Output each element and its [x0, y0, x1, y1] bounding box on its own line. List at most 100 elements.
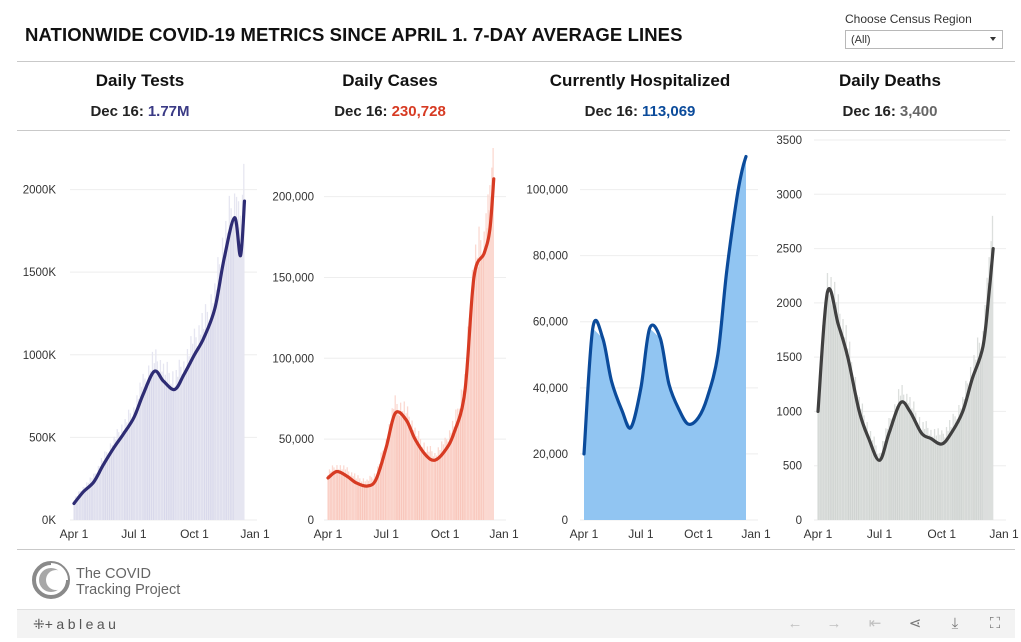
cases-x-tick-label: Jan 1: [489, 527, 519, 541]
cases-y-tick-label: 0: [308, 515, 314, 527]
cases-data-point: [492, 177, 495, 181]
fullscreen-icon: ⛶: [989, 615, 1001, 632]
hosp-data-point: [601, 337, 604, 340]
hosp-data-point: [639, 386, 643, 390]
undo-button[interactable]: ←: [784, 613, 806, 635]
deaths-panel-value: Dec 16: 3,400: [775, 103, 1005, 120]
tests-y-tick-label: 500K: [29, 432, 56, 444]
tests-data-point: [72, 502, 76, 505]
hosp-data-point: [659, 337, 662, 340]
hosp-data-point: [667, 383, 671, 386]
tableau-logo[interactable]: ⁜+ableau: [33, 616, 119, 633]
cases-data-point: [404, 418, 408, 421]
redo-icon: →: [826, 615, 842, 632]
hosp-latest-value: 113,069: [641, 103, 696, 120]
cases-data-point: [374, 478, 378, 481]
cases-y-tick-label: 50,000: [279, 434, 314, 446]
tests-y-tick-label: 1500K: [23, 267, 57, 279]
page-title: NATIONWIDE COVID-19 METRICS SINCE APRIL …: [25, 24, 683, 45]
cases-y-tick-label: 200,000: [272, 192, 314, 204]
hosp-data-point: [735, 198, 738, 201]
tests-data-point: [182, 373, 186, 376]
cases-x-tick-label: Oct 1: [431, 527, 460, 541]
tableau-wordmark: +ableau: [44, 616, 120, 632]
revert-button[interactable]: ⇤: [864, 613, 886, 635]
tests-panel-value: Dec 16: 1.77M: [25, 103, 255, 120]
deaths-data-point: [950, 431, 953, 435]
deaths-data-point: [887, 431, 891, 435]
cases-x-tick-label: Apr 1: [314, 527, 343, 541]
hosp-panel-value: Dec 16: 113,069: [525, 103, 755, 120]
region-filter-label: Choose Census Region: [845, 12, 972, 26]
hosp-area: [584, 156, 746, 521]
cases-data-point: [413, 437, 417, 441]
cases-data-point: [346, 475, 349, 478]
kpi-divider: [17, 130, 1010, 131]
tests-panel-title: Daily Tests: [95, 71, 185, 90]
hosp-data-point: [678, 409, 681, 413]
cases-data-point: [488, 227, 492, 231]
tests-data-point: [92, 480, 95, 484]
tests-y-tick-label: 0K: [42, 515, 56, 527]
hosp-data-point: [610, 380, 613, 383]
cases-panel-title: Daily Cases: [342, 71, 438, 90]
tests-data-point: [153, 370, 156, 373]
tableau-toolbar: ⁜+ableau ← → ⇤ ⋖ ⤓ ⛶: [17, 609, 1015, 638]
tests-data-point: [122, 432, 125, 436]
cases-data-point: [433, 458, 437, 462]
region-filter-value: (All): [851, 34, 871, 46]
tests-data-point: [243, 199, 246, 203]
deaths-data-point: [971, 377, 974, 381]
header-divider: [17, 61, 1015, 62]
hosp-data-point: [687, 422, 690, 426]
fullscreen-button[interactable]: ⛶: [984, 613, 1006, 635]
cases-data-point: [424, 454, 428, 457]
deaths-x-tick-label: Jul 1: [867, 527, 893, 541]
deaths-data-point: [929, 437, 933, 440]
covid-tracking-project-logo[interactable]: The COVID Tracking Project: [30, 558, 200, 604]
cases-data-point: [394, 412, 397, 415]
download-button[interactable]: ⤓: [944, 613, 966, 635]
deaths-data-point: [846, 355, 849, 359]
redo-button[interactable]: →: [823, 613, 845, 635]
region-filter-select[interactable]: (All): [845, 30, 1003, 49]
share-button[interactable]: ⋖: [904, 613, 926, 635]
deaths-data-point: [940, 442, 943, 446]
tableau-plus-icon: ⁜: [33, 616, 45, 632]
deaths-y-tick-label: 1000: [776, 406, 802, 418]
hosp-data-point: [697, 416, 700, 419]
tests-data-point: [132, 416, 136, 419]
deaths-x-tick-label: Jan 1: [989, 527, 1019, 541]
logo-text: The COVID Tracking Project: [76, 566, 180, 598]
cases-data-point: [335, 470, 339, 473]
hosp-x-tick-label: Jan 1: [741, 527, 771, 541]
deaths-data-point: [899, 401, 902, 404]
hosp-data-point: [725, 270, 728, 274]
hosp-date-label: Dec 16:: [584, 103, 638, 120]
cases-data-point: [443, 449, 447, 452]
tests-data-point: [213, 307, 217, 310]
deaths-y-tick-label: 3500: [776, 135, 802, 147]
tests-data-point: [239, 254, 242, 257]
share-icon: ⋖: [908, 615, 922, 632]
cases-y-tick-label: 150,000: [272, 272, 314, 284]
deaths-latest-value: 3,400: [899, 103, 938, 120]
hosp-data-point: [591, 327, 594, 330]
tests-y-tick-label: 2000K: [23, 185, 57, 197]
footer-divider: [17, 549, 1015, 550]
deaths-data-point: [920, 431, 923, 435]
deaths-y-tick-label: 500: [783, 461, 802, 473]
tests-data-point: [233, 216, 236, 219]
tests-latest-value: 1.77M: [147, 103, 190, 120]
deaths-y-tick-label: 3000: [776, 189, 802, 201]
undo-icon: ←: [787, 615, 803, 632]
tests-data-point: [193, 353, 196, 356]
deaths-data-point: [867, 437, 870, 440]
tests-y-tick-label: 1000K: [23, 350, 57, 362]
hosp-y-tick-label: 40,000: [533, 383, 568, 395]
cases-data-point: [385, 446, 388, 449]
hosp-y-tick-label: 60,000: [533, 317, 568, 329]
deaths-data-point: [837, 323, 840, 326]
cases-x-tick-label: Jul 1: [374, 527, 400, 541]
